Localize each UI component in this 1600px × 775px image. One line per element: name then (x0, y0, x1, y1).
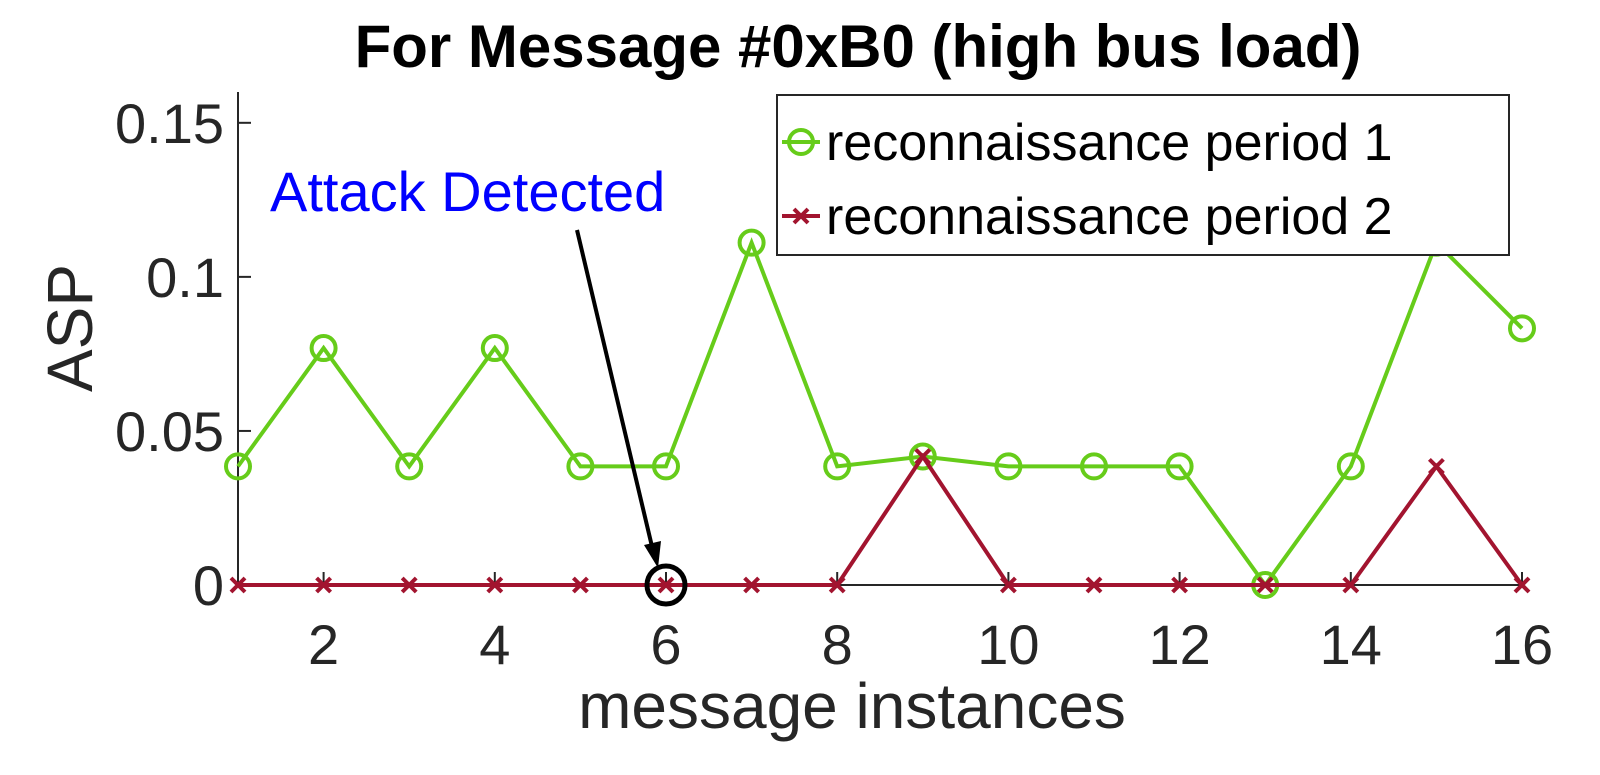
y-tick-label: 0.15 (115, 92, 224, 155)
data-point (480, 334, 509, 363)
data-point (1085, 576, 1103, 594)
data-point (1080, 452, 1108, 481)
x-axis-label: message instances (578, 670, 1126, 742)
data-point (828, 576, 846, 594)
data-point (657, 576, 675, 594)
data-point (1508, 314, 1536, 343)
series-2 (229, 448, 1531, 594)
data-point (315, 576, 333, 594)
data-point (395, 452, 424, 481)
data-point (1342, 576, 1360, 594)
data-point (1165, 452, 1194, 481)
data-point (743, 576, 761, 594)
x-tick-label: 8 (822, 613, 853, 676)
data-point (571, 576, 589, 594)
data-point (1256, 576, 1274, 594)
x-tick-label: 6 (650, 613, 681, 676)
data-point (994, 452, 1023, 481)
series-1-line (236, 237, 1524, 589)
axes: 0 0.05 0.1 0.15 2 4 6 8 10 12 14 16 (115, 92, 1553, 676)
series-layer (224, 228, 1536, 599)
data-point (400, 576, 418, 594)
legend-label: reconnaissance period 1 (826, 114, 1393, 172)
data-point (224, 452, 252, 481)
data-point (652, 452, 680, 481)
data-point (1513, 576, 1531, 594)
data-point (823, 452, 852, 481)
x-tick-label: 10 (977, 613, 1039, 676)
legend-marker (792, 207, 810, 225)
data-point (566, 452, 595, 481)
legend-box (776, 94, 1510, 256)
series-1 (224, 228, 1536, 599)
data-point (1171, 576, 1189, 594)
data-point (737, 228, 766, 257)
annotation-label: Attack Detected (270, 160, 665, 223)
x-tick-label: 14 (1320, 613, 1382, 676)
data-point (229, 576, 247, 594)
detected-point-highlight (644, 563, 688, 607)
chart-title: For Message #0xB0 (high bus load) (355, 13, 1362, 80)
data-point (1427, 457, 1445, 475)
legend-marker (787, 128, 815, 156)
annotation-layer: Attack Detected (270, 160, 688, 607)
annotation-arrowhead (644, 541, 661, 568)
data-point (999, 576, 1017, 594)
legend-label: reconnaissance period 2 (826, 188, 1393, 246)
data-point (914, 448, 932, 465)
y-tick-label: 0.1 (146, 246, 224, 309)
x-tick-label: 2 (308, 613, 339, 676)
data-point (1336, 452, 1365, 481)
x-tick-label: 16 (1491, 613, 1553, 676)
series-2-line (238, 452, 1524, 587)
x-tick-label: 4 (479, 613, 510, 676)
annotation-arrow (575, 229, 656, 556)
y-tick-label: 0 (193, 554, 224, 617)
y-axis-label: ASP (34, 264, 106, 392)
y-tick-label: 0.05 (115, 400, 224, 463)
x-tick-label: 12 (1148, 613, 1210, 676)
data-point (486, 576, 504, 594)
legend: reconnaissance period 1 reconnaissance pe… (776, 94, 1510, 256)
data-point (908, 442, 937, 471)
data-point (309, 334, 338, 363)
